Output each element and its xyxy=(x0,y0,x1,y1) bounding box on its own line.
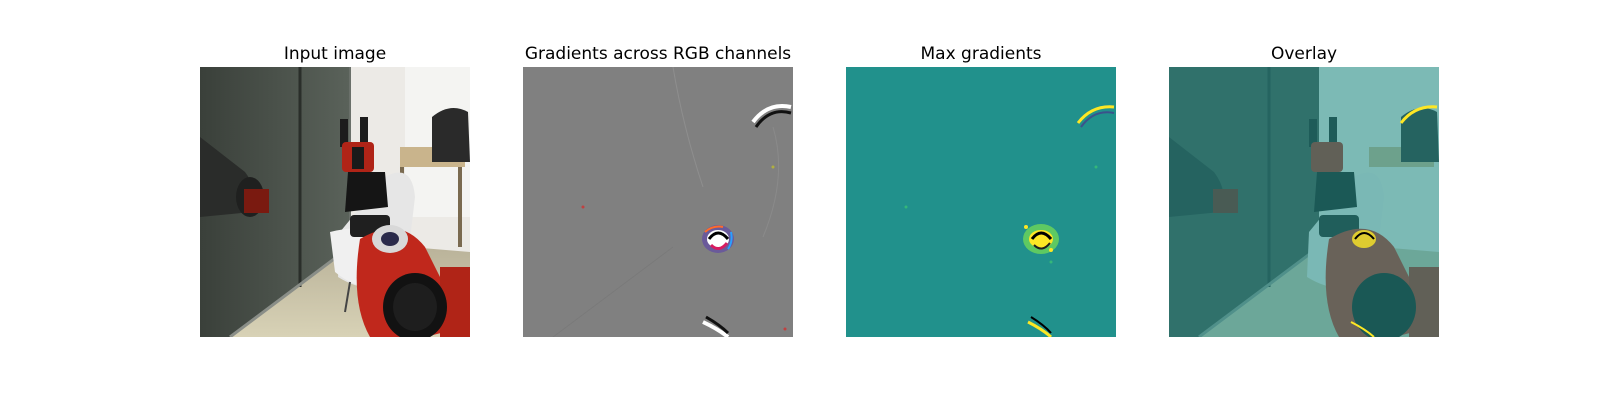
panel-max-gradients: Max gradients xyxy=(846,0,1116,400)
panel-title-max-gradients: Max gradients xyxy=(920,44,1042,64)
input-image xyxy=(200,67,470,337)
panel-overlay: Overlay xyxy=(1169,0,1439,400)
panel-rgb-gradients: Gradients across RGB channels xyxy=(523,0,793,400)
max-gradients-image xyxy=(846,67,1116,337)
panel-title-rgb-gradients: Gradients across RGB channels xyxy=(524,44,792,64)
overlay-image xyxy=(1169,67,1439,337)
panel-title-input: Input image xyxy=(283,44,387,64)
rgb-gradients-image xyxy=(523,67,793,337)
panel-input-image: Input image xyxy=(200,0,470,400)
panel-title-overlay: Overlay xyxy=(1270,44,1338,64)
